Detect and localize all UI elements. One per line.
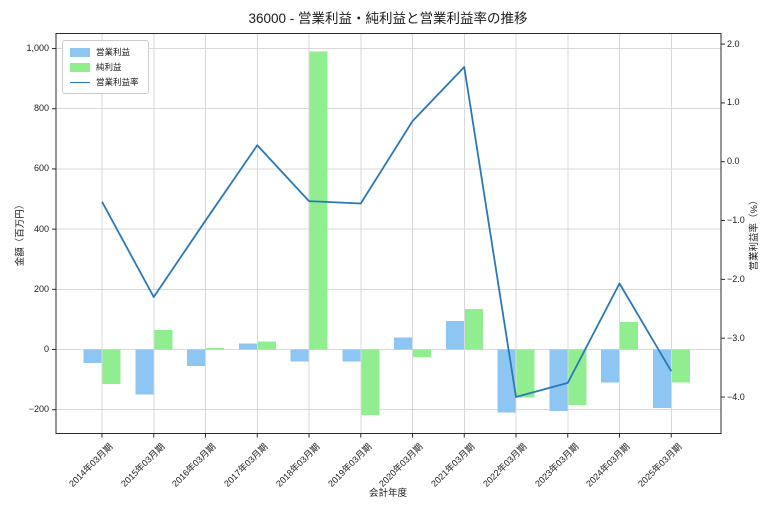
right-axis-tick-label: 2.0 — [727, 38, 740, 49]
net-income-bar-2024年03月期 — [620, 321, 638, 350]
operating-margin-swatch — [70, 81, 90, 83]
net-income-bar-2021年03月期 — [464, 308, 483, 350]
right-axis-tick-label: 1.0 — [727, 97, 740, 108]
left-axis-tick-label: 400 — [33, 223, 49, 234]
operating-income-bar-2015年03月期 — [135, 349, 154, 395]
operating-income-bar-2020年03月期 — [394, 337, 412, 350]
net-income-bar-2019年03月期 — [361, 349, 380, 416]
legend-item-operating-income: 営業利益 — [70, 46, 139, 58]
operating-income-bar-2025年03月期 — [652, 349, 671, 409]
operating-income-bar-2014年03月期 — [83, 349, 102, 364]
x-axis-label: 会計年度 — [368, 488, 408, 499]
legend-label-operating-margin: 営業利益率 — [96, 77, 139, 87]
legend-label-net-income: 純利益 — [96, 62, 122, 72]
operating-income-bar-2018年03月期 — [290, 349, 309, 362]
left-axis-tick-label: 1,000 — [26, 43, 49, 54]
operating-income-bar-2016年03月期 — [187, 349, 205, 367]
legend-item-operating-margin: 営業利益率 — [70, 76, 139, 88]
right-axis-tick-label: −2.0 — [727, 273, 745, 284]
net-income-bar-2022年03月期 — [516, 349, 535, 398]
plot-background — [56, 33, 721, 434]
left-axis-tick-label: 800 — [33, 103, 49, 114]
legend-item-net-income: 純利益 — [70, 61, 139, 73]
net-income-bar-2020年03月期 — [413, 349, 431, 358]
y-axis-label-right: 営業利益率（%） — [749, 195, 760, 271]
net-income-bar-2014年03月期 — [102, 349, 121, 385]
net-income-swatch — [70, 62, 90, 72]
operating-income-bar-2024年03月期 — [601, 349, 619, 383]
right-axis-tick-label: −1.0 — [727, 215, 745, 226]
left-axis-tick-label: 0 — [43, 344, 49, 355]
net-income-bar-2023年03月期 — [568, 349, 587, 406]
left-axis-tick-label: 200 — [33, 283, 49, 294]
left-axis-tick-label: −200 — [28, 404, 49, 415]
operating-income-bar-2021年03月期 — [445, 320, 464, 350]
operating-income-bar-2019年03月期 — [342, 349, 361, 362]
plot-border — [55, 32, 722, 435]
chart-title: 36000 - 営業利益・純利益と営業利益率の推移 — [248, 11, 528, 26]
operating-income-bar-2017年03月期 — [238, 343, 257, 350]
net-income-bar-2018年03月期 — [309, 51, 328, 350]
net-income-bar-2017年03月期 — [257, 341, 276, 350]
operating-income-bar-2023年03月期 — [549, 349, 568, 412]
legend: 営業利益 純利益 営業利益率 — [62, 40, 149, 94]
net-income-bar-2015年03月期 — [154, 329, 173, 350]
right-axis-tick-label: −4.0 — [727, 391, 745, 402]
operating-income-swatch — [70, 47, 90, 57]
legend-label-operating-income: 営業利益 — [96, 47, 131, 57]
right-axis-tick-label: 0.0 — [727, 156, 740, 167]
left-axis-tick-label: 600 — [33, 163, 49, 174]
net-income-bar-2016年03月期 — [206, 348, 224, 350]
operating-margin-line — [101, 66, 673, 398]
net-income-bar-2025年03月期 — [671, 349, 690, 383]
right-axis-tick-label: −3.0 — [727, 332, 745, 343]
